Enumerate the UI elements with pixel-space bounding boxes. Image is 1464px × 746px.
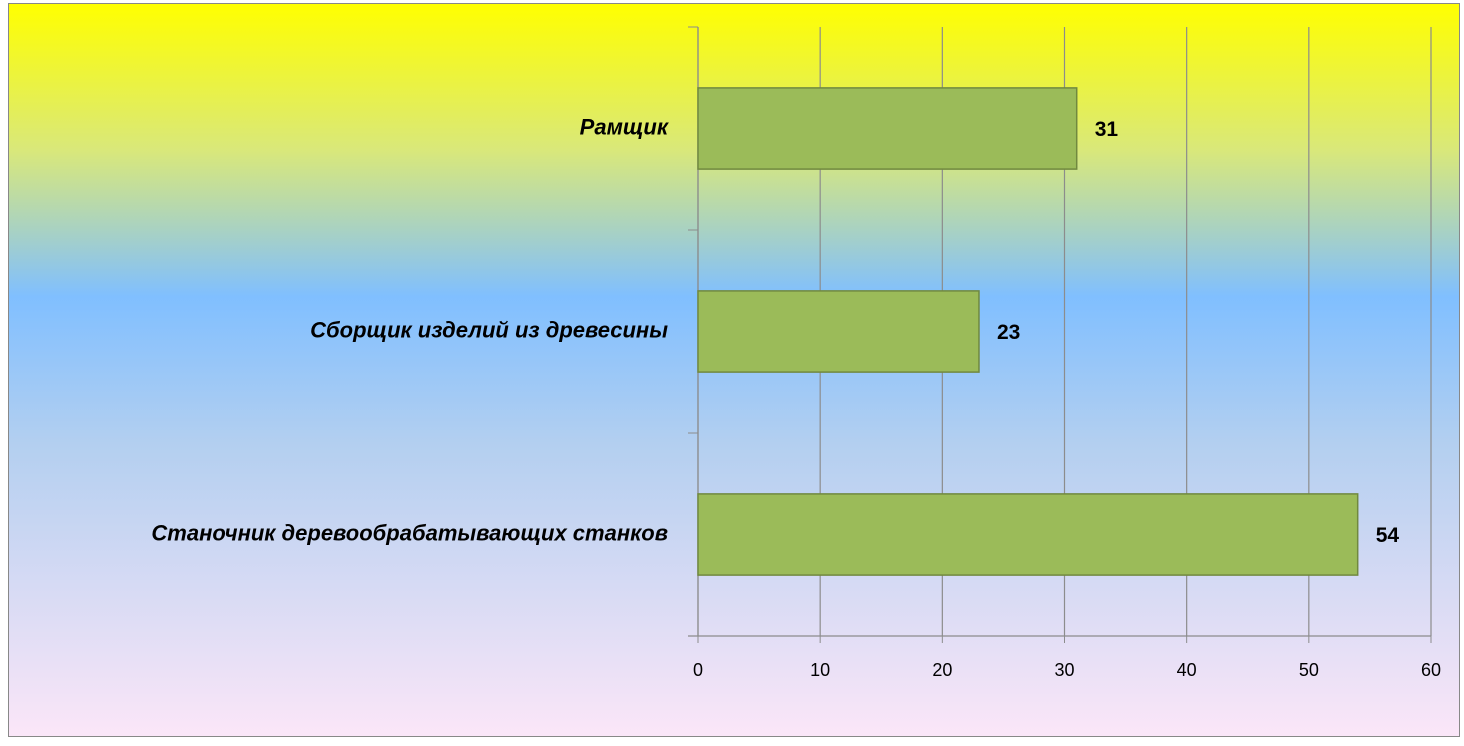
bar [697,290,980,373]
x-tick-label: 60 [1421,660,1441,680]
category-label: Сборщик изделий из древесины [310,317,668,342]
category-label: Станочник деревообрабатывающих станков [151,520,668,545]
x-tick-label: 50 [1299,660,1319,680]
bar [697,493,1359,576]
x-tick-label: 40 [1177,660,1197,680]
x-tick-label: 30 [1054,660,1074,680]
x-tick-label: 0 [693,660,703,680]
category-label: Рамщик [580,114,670,139]
value-label: 31 [1095,118,1119,141]
bar [697,87,1078,170]
value-label: 54 [1376,524,1400,547]
value-label: 23 [997,321,1020,344]
x-tick-label: 10 [810,660,830,680]
x-tick-label: 20 [932,660,952,680]
